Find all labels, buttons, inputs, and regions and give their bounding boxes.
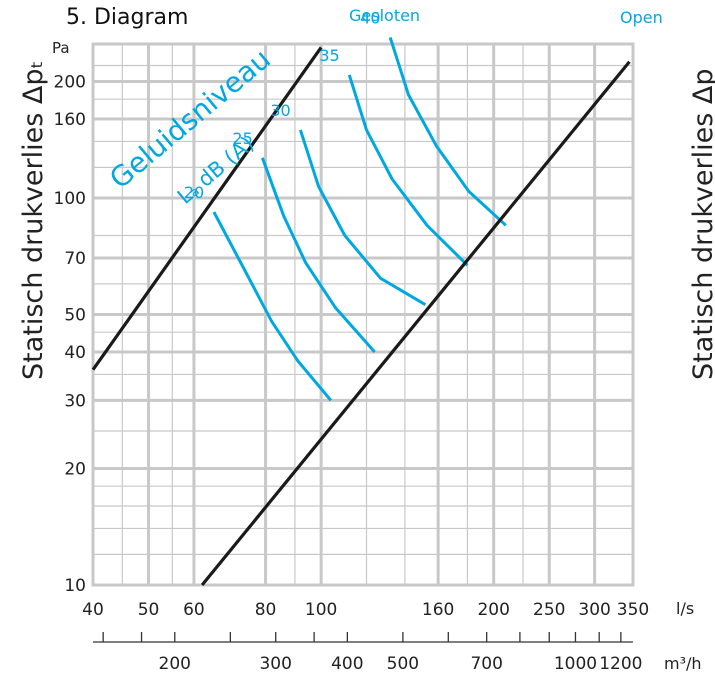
y-tick-label: 10 [64,576,86,596]
x-tick-label: 250 [533,600,565,620]
y-tick-label: 20 [64,460,86,480]
noise-curve-35 [347,74,469,267]
x-tick-labels: 40 50 60 80 100 160 200 250 300 350 [82,600,649,620]
secondary-x-tick-label: 200 [159,654,191,674]
noise-curve-label-30: 30 [270,101,290,120]
x-tick-label: 40 [82,600,104,620]
chart-title: 5. Diagram [66,5,188,30]
noise-curve-20 [212,211,333,402]
noise-curve-40 [388,36,507,227]
x-tick-label: 300 [578,600,610,620]
x-tick-label: 80 [255,600,277,620]
y-tick-label: 100 [54,189,86,209]
secondary-x-tick-label: 500 [387,654,419,674]
noise-curve-30 [298,129,427,306]
series-label-open: Open [620,8,663,27]
y-tick-labels: 200 160 100 70 50 40 30 20 10 [54,73,86,596]
x-tick-label: 160 [422,600,454,620]
x-unit-m3h: m³/h [664,654,702,673]
noise-curve-label-35: 35 [319,46,339,65]
x-tick-label: 50 [138,600,160,620]
y-tick-label: 30 [64,391,86,411]
series-label-closed: Gesloten [349,6,420,25]
secondary-x-tick-label: 1200 [599,654,642,674]
y-tick-label: 160 [54,110,86,130]
secondary-x-tick-label: 300 [259,654,291,674]
secondary-x-tick-label: 400 [331,654,363,674]
series-line-open [200,60,631,587]
y-tick-label: 40 [64,343,86,363]
x-tick-label: 200 [477,600,509,620]
y-axis-label-cut: Statisch drukverlies Δp [688,68,715,380]
x-tick-label: 60 [183,600,205,620]
y-axis-label: Statisch drukverlies Δpₜ [18,61,49,380]
noise-curve-label-40: 40 [360,8,380,27]
system-lines [91,46,631,587]
y-tick-label: 70 [64,249,86,269]
series-line-gesloten [91,46,323,371]
noise-curve-labels: 20 25 30 35 40 [184,8,381,202]
noise-curves [212,36,507,402]
secondary-x-tick-label: 700 [470,654,502,674]
secondary-x-tick-label: 1000 [554,654,597,674]
x-tick-label: 100 [305,600,337,620]
y-unit-label: Pa [52,39,70,57]
noise-curve-label-20: 20 [184,183,204,202]
y-tick-label: 200 [54,73,86,93]
noise-curve-25 [260,157,376,353]
plot-frame [91,42,635,587]
noise-curve-label-25: 25 [232,129,252,148]
secondary-x-axis: 200 300 400 500 700 1000 1200 [93,632,642,674]
x-tick-label: 350 [617,600,649,620]
x-unit-ls: l/s [676,599,694,618]
y-tick-label: 50 [64,306,86,326]
